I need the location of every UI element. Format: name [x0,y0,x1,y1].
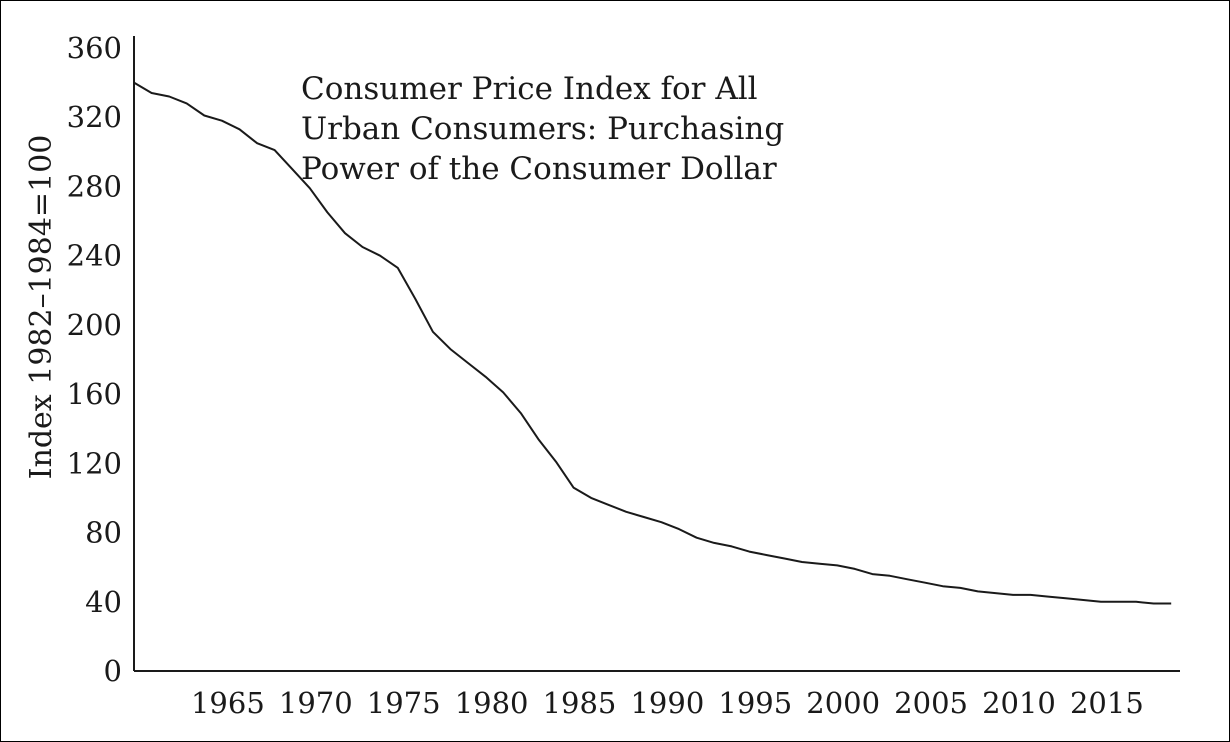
x-tick-label: 1985 [543,686,617,720]
x-tick-label: 1975 [367,686,441,720]
chart-title-line: Power of the Consumer Dollar [301,151,777,187]
x-tick-label: 2015 [1070,686,1144,720]
x-tick-label: 1990 [630,686,704,720]
y-axis-tick-labels: 0 40 80 120 160 200 240 280 320 360 [67,31,122,688]
y-tick-label: 0 [104,654,122,688]
y-tick-label: 120 [67,446,122,480]
x-axis-tick-labels: 1965 1970 1975 1980 1985 1990 1995 2000 2005 2010… [191,686,1144,720]
axes [133,36,1180,672]
y-tick-label: 320 [67,100,122,134]
y-tick-label: 80 [85,516,122,550]
y-tick-label: 240 [67,239,122,273]
chart-title-line: Urban Consumers: Purchasing [301,111,784,147]
x-tick-label: 1970 [279,686,353,720]
y-axis-label: Index 1982–1984=100 [24,135,59,480]
x-tick-label: 2005 [894,686,968,720]
x-tick-label: 2010 [982,686,1056,720]
y-tick-label: 40 [85,585,122,619]
y-tick-label: 160 [67,377,122,411]
chart-title-line: Consumer Price Index for All [301,71,758,107]
y-tick-label: 360 [67,31,122,65]
y-tick-label: 200 [67,308,122,342]
series [133,81,1172,605]
x-tick-label: 1995 [718,686,792,720]
x-tick-label: 1965 [191,686,265,720]
x-tick-label: 1980 [455,686,529,720]
series-line [133,81,1172,605]
chart-title: Consumer Price Index for All Urban Consum… [301,71,784,187]
y-tick-label: 280 [67,169,122,203]
x-tick-label: 2000 [806,686,880,720]
